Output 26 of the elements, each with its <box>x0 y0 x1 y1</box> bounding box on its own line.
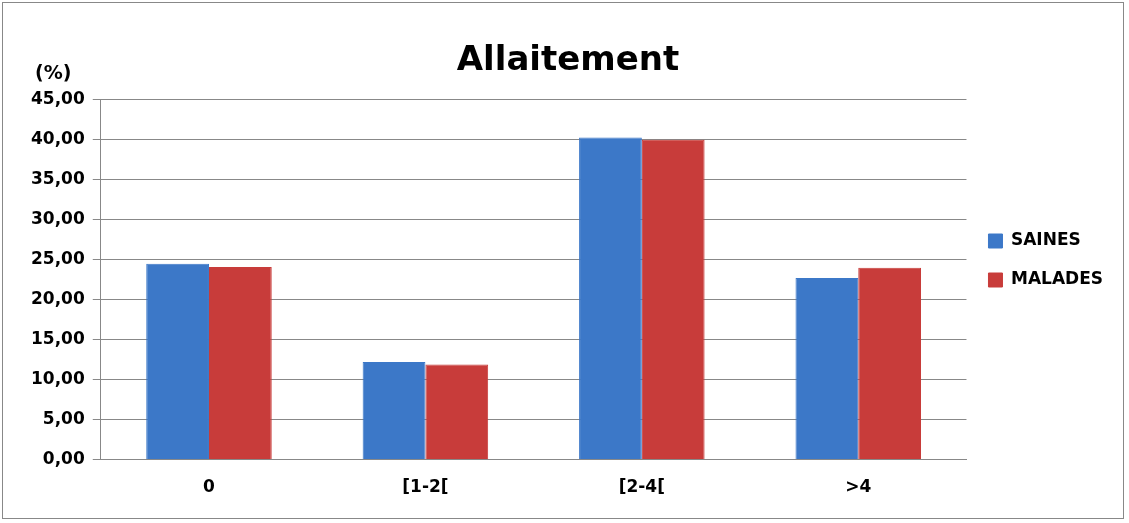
y-tick-label: 5,00 <box>42 408 85 429</box>
bar <box>425 364 489 460</box>
bar <box>641 139 705 460</box>
y-tick-label: 35,00 <box>30 168 85 189</box>
y-tick-label: 20,00 <box>30 288 85 309</box>
bar <box>858 267 922 460</box>
x-tick-label: [1-2[ <box>402 476 449 497</box>
y-tick-label: 15,00 <box>30 328 85 349</box>
y-tick-label: 40,00 <box>30 128 85 149</box>
bar <box>146 263 209 460</box>
y-tick-label: 45,00 <box>30 88 85 109</box>
bar <box>362 362 426 460</box>
bar <box>795 278 859 460</box>
y-tick-label: 25,00 <box>30 248 85 269</box>
legend-label: MALADES <box>1010 268 1103 289</box>
x-tick-label: >4 <box>845 476 872 497</box>
y-tick-label: 10,00 <box>30 368 85 389</box>
x-tick-label: [2-4[ <box>618 476 665 497</box>
bar <box>208 266 272 460</box>
legend-label: SAINES <box>1010 229 1081 250</box>
x-tick-label: 0 <box>203 476 216 497</box>
chart-title: Allaitement <box>456 38 680 79</box>
bar <box>579 137 642 460</box>
y-tick-label: 0,00 <box>42 448 85 469</box>
y-tick-label: 30,00 <box>30 208 85 229</box>
y-axis-title: (%) <box>35 61 72 83</box>
